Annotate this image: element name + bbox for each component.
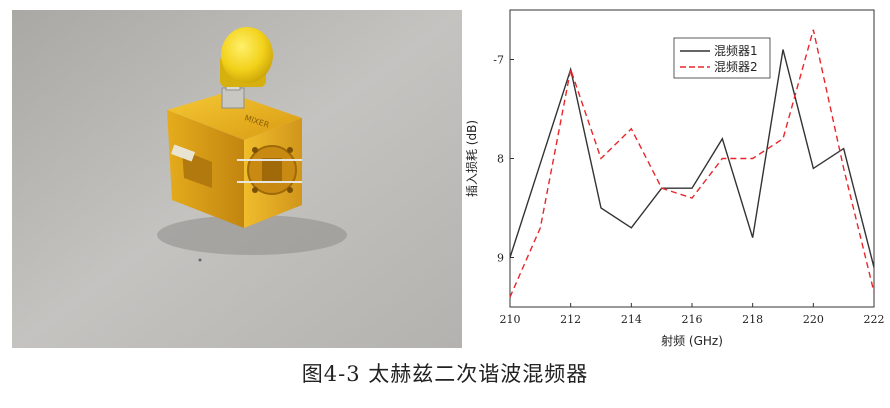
mixer-photo: MIXER bbox=[12, 10, 462, 348]
x-tick-label: 218 bbox=[742, 313, 763, 326]
x-tick-label: 212 bbox=[560, 313, 581, 326]
x-tick-label: 214 bbox=[621, 313, 642, 326]
x-tick-label: 222 bbox=[864, 313, 885, 326]
x-tick-label: 220 bbox=[803, 313, 824, 326]
y-axis-label: 插入损耗 (dB) bbox=[465, 120, 479, 197]
figure-caption: 图4-3 太赫兹二次谐波混频器 bbox=[301, 362, 589, 386]
legend-box bbox=[673, 37, 771, 79]
y-tick-label: -7 bbox=[493, 54, 504, 67]
series-line-2 bbox=[509, 29, 875, 298]
y-tick-label: 8 bbox=[497, 153, 504, 166]
y-tick-label: 9 bbox=[497, 252, 504, 265]
x-tick-label: 216 bbox=[682, 313, 703, 326]
x-tick-label: 210 bbox=[500, 313, 521, 326]
legend-label-2: 混频器2 bbox=[714, 60, 758, 74]
insertion-loss-chart: 210 212 214 216 218 220 222 -7 8 9 射频 (GHz) 插入损耗 … bbox=[465, 9, 885, 348]
series-line-1 bbox=[509, 49, 875, 268]
chart-legend: 混频器1 混频器2 bbox=[673, 37, 771, 79]
x-axis-label: 射频 (GHz) bbox=[661, 333, 723, 348]
legend-label-1: 混频器1 bbox=[714, 44, 758, 58]
